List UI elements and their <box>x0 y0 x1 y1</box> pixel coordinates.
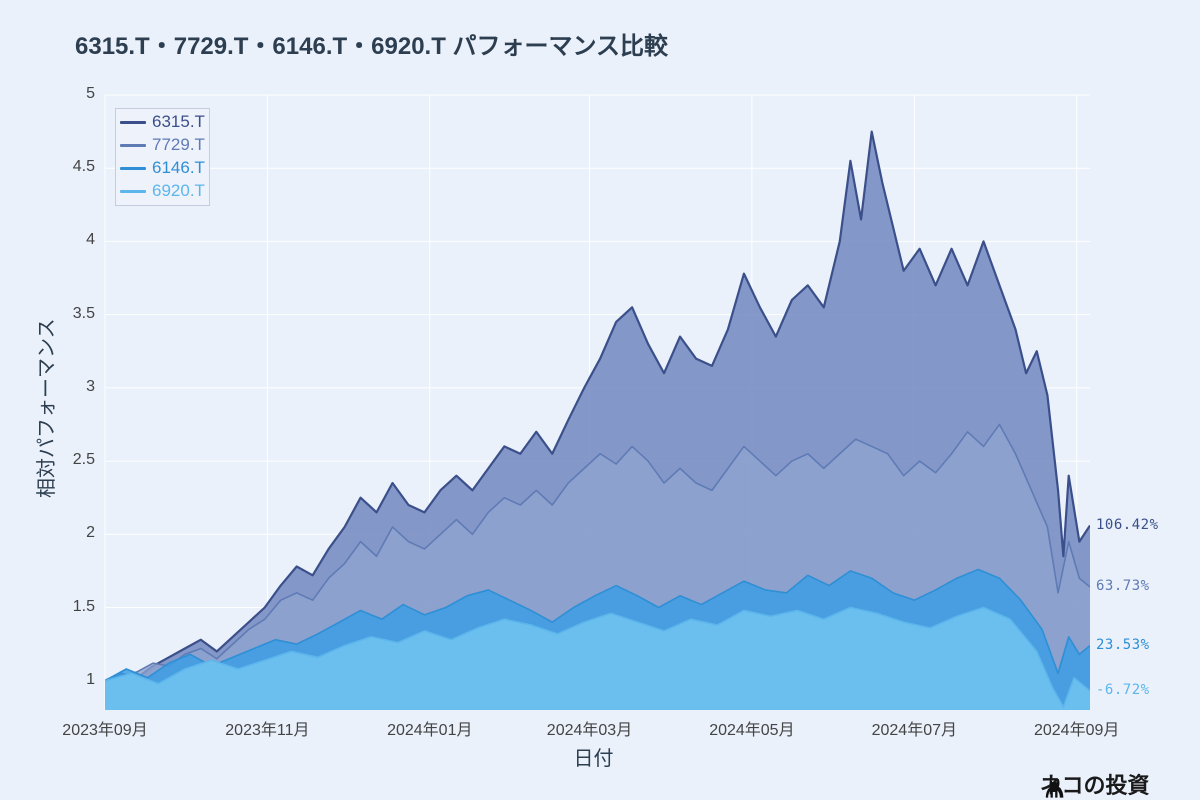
legend-swatch <box>120 144 146 147</box>
legend-item: 6315.T <box>120 111 205 134</box>
legend-swatch <box>120 190 146 193</box>
legend-item: 7729.T <box>120 134 205 157</box>
series-end-label: 106.42% <box>1096 517 1159 533</box>
xtick: 2023年09月 <box>55 716 155 740</box>
ytick: 5 <box>86 85 95 103</box>
legend-swatch <box>120 167 146 170</box>
ytick: 3 <box>86 378 95 396</box>
legend-label: 6315.T <box>152 111 205 134</box>
xtick: 2024年05月 <box>702 716 802 740</box>
ytick: 1 <box>86 671 95 689</box>
ytick: 2 <box>86 524 95 542</box>
chart-root: 6315.T・7729.T・6146.T・6920.T パフォーマンス比較 1 1.… <box>0 0 1200 800</box>
xtick: 2023年11月 <box>217 716 317 740</box>
legend-item: 6920.T <box>120 180 205 203</box>
xtick: 2024年09月 <box>1027 716 1127 740</box>
cat-icon <box>1040 772 1068 800</box>
series-end-label: -6.72% <box>1096 682 1150 698</box>
series-end-label: 63.73% <box>1096 578 1150 594</box>
legend-label: 6146.T <box>152 157 205 180</box>
series-end-label: 23.53% <box>1096 637 1150 653</box>
watermark: ネコの投資 <box>1040 768 1150 800</box>
chart-title: 6315.T・7729.T・6146.T・6920.T パフォーマンス比較 <box>75 26 668 61</box>
xtick: 2024年01月 <box>380 716 480 740</box>
ytick: 1.5 <box>73 598 95 616</box>
ytick: 3.5 <box>73 305 95 323</box>
xtick: 2024年03月 <box>540 716 640 740</box>
legend-item: 6146.T <box>120 157 205 180</box>
ytick: 2.5 <box>73 451 95 469</box>
y-axis-label: 相対パフォーマンス <box>30 318 59 498</box>
legend-swatch <box>120 121 146 124</box>
legend-label: 6920.T <box>152 180 205 203</box>
x-axis-label: 日付 <box>574 742 614 771</box>
ytick: 4.5 <box>73 158 95 176</box>
ytick: 4 <box>86 231 95 249</box>
legend-label: 7729.T <box>152 134 205 157</box>
legend: 6315.T7729.T6146.T6920.T <box>115 108 210 206</box>
xtick: 2024年07月 <box>864 716 964 740</box>
